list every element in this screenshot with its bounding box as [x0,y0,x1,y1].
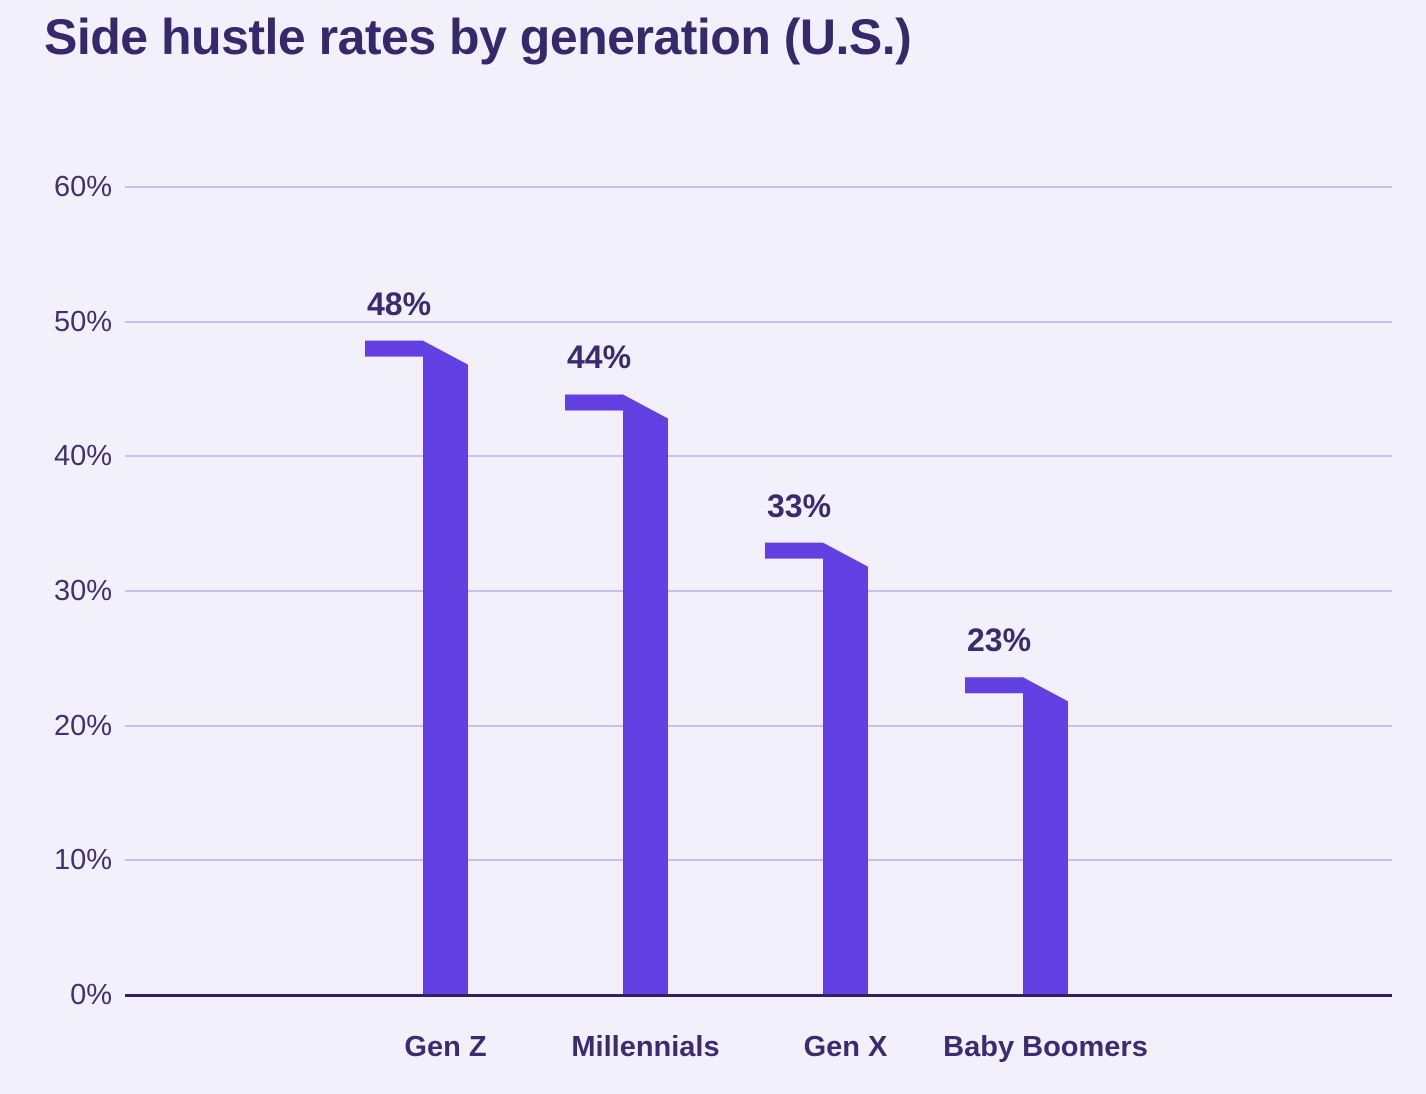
x-axis-line [125,993,1392,997]
value-label-baby-boomers: 23% [967,622,1032,659]
y-axis-tick-60: 60% [53,171,112,203]
bar-baby-boomers [965,677,1068,995]
gridline-10 [125,859,1392,862]
gridline-30 [125,590,1392,592]
x-axis-label-gen-z: Gen Z [404,1031,487,1063]
y-axis-tick-50: 50% [53,305,112,338]
bar-millennials [565,394,668,995]
bar-gen-z [365,340,468,996]
x-axis-label-baby-boomers: Baby Boomers [943,1031,1148,1063]
gridline-20 [125,724,1392,727]
gridline-40 [125,455,1392,458]
value-label-millennials: 44% [567,339,632,376]
y-axis-tick-20: 20% [53,709,112,742]
value-label-gen-z: 48% [367,285,432,322]
chart-title: Side hustle rates by generation (U.S.) [44,9,912,65]
x-axis-label-millennials: Millennials [571,1031,720,1063]
y-axis-tick-40: 40% [53,440,112,473]
y-axis-tick-30: 30% [53,575,112,607]
gridline-60 [125,186,1392,188]
value-label-gen-x: 33% [767,487,832,524]
y-axis-tick-0: 0% [70,979,112,1011]
y-axis-tick-10: 10% [53,844,112,877]
gridline-50 [125,320,1392,323]
x-axis-label-gen-x: Gen X [803,1031,888,1063]
bar-gen-x [765,542,868,995]
